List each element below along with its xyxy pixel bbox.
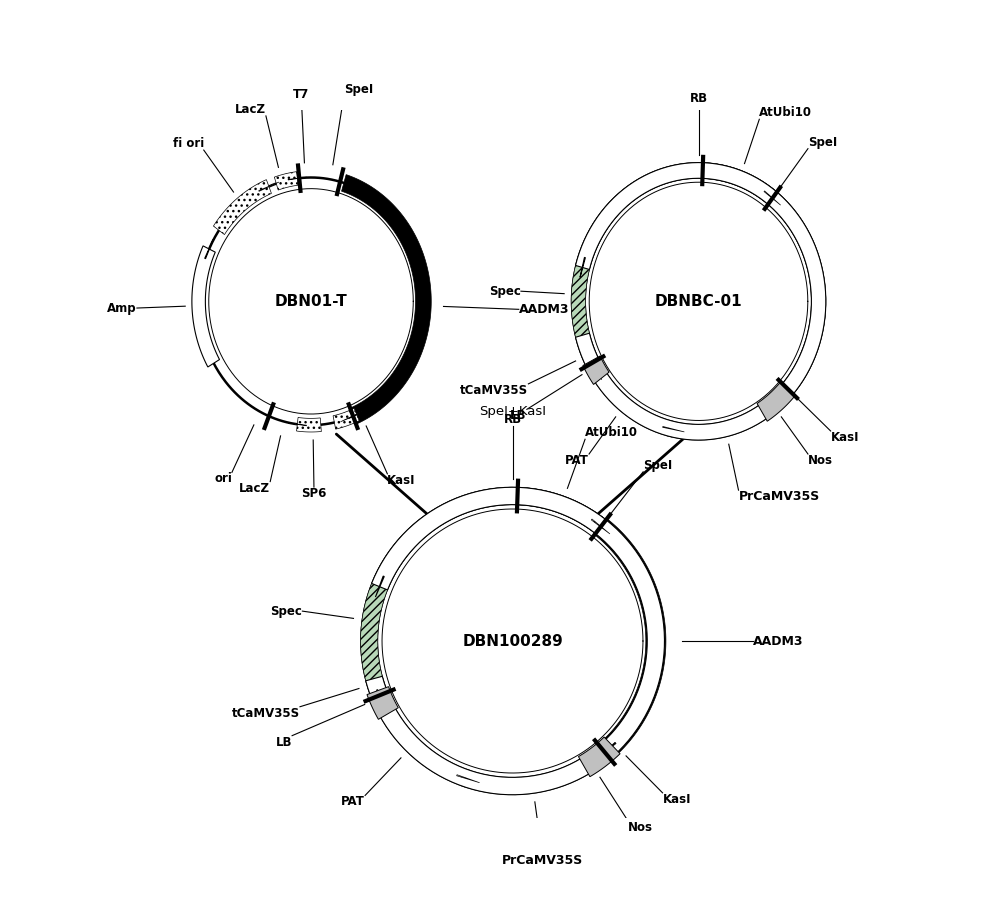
Polygon shape xyxy=(571,163,826,440)
Text: Nos: Nos xyxy=(808,454,833,467)
Text: SpeI+KasI: SpeI+KasI xyxy=(479,404,546,417)
Text: ori: ori xyxy=(214,472,232,485)
Polygon shape xyxy=(594,743,616,761)
Text: AtUbi10: AtUbi10 xyxy=(759,107,812,119)
Polygon shape xyxy=(192,246,220,367)
Text: PAT: PAT xyxy=(341,796,365,809)
Text: SpeI: SpeI xyxy=(344,84,373,96)
Polygon shape xyxy=(274,172,298,190)
Polygon shape xyxy=(578,737,620,777)
Polygon shape xyxy=(757,382,795,421)
Text: KasI: KasI xyxy=(831,431,859,444)
Text: KasI: KasI xyxy=(663,793,691,806)
Polygon shape xyxy=(288,177,307,180)
Text: AADM3: AADM3 xyxy=(753,634,804,648)
Text: T7: T7 xyxy=(293,88,310,101)
Polygon shape xyxy=(457,775,480,783)
Polygon shape xyxy=(576,163,826,440)
Polygon shape xyxy=(367,686,398,720)
Text: AtUbi10: AtUbi10 xyxy=(585,426,638,439)
Text: SpeI: SpeI xyxy=(808,136,837,149)
Text: tCaMV35S: tCaMV35S xyxy=(460,384,528,397)
Text: RB: RB xyxy=(689,92,708,105)
Text: tCaMV35S: tCaMV35S xyxy=(232,707,300,720)
Polygon shape xyxy=(288,423,307,425)
Text: Nos: Nos xyxy=(628,821,653,834)
Text: fi ori: fi ori xyxy=(173,137,204,150)
Polygon shape xyxy=(595,518,666,760)
Polygon shape xyxy=(517,487,606,534)
Polygon shape xyxy=(366,487,664,795)
Polygon shape xyxy=(580,257,585,278)
Text: DBN01-T: DBN01-T xyxy=(275,294,347,309)
Polygon shape xyxy=(591,519,610,534)
Text: PAT: PAT xyxy=(565,454,589,467)
Text: DBNBC-01: DBNBC-01 xyxy=(655,294,742,309)
Polygon shape xyxy=(361,487,664,788)
Polygon shape xyxy=(583,356,609,384)
Polygon shape xyxy=(764,191,781,205)
Text: RB: RB xyxy=(503,414,522,426)
Text: Amp: Amp xyxy=(107,301,137,314)
Polygon shape xyxy=(333,408,359,429)
Text: SpeI: SpeI xyxy=(643,459,672,471)
Text: AADM3: AADM3 xyxy=(519,303,569,316)
Polygon shape xyxy=(591,361,602,380)
Polygon shape xyxy=(341,410,366,422)
Text: SP6: SP6 xyxy=(301,487,327,500)
Text: LB: LB xyxy=(276,736,292,749)
Text: Spec: Spec xyxy=(270,605,302,618)
Polygon shape xyxy=(297,417,321,432)
Text: KasI: KasI xyxy=(387,474,416,487)
Text: PrCaMV35S: PrCaMV35S xyxy=(738,490,820,503)
Text: PrCaMV35S: PrCaMV35S xyxy=(501,854,583,867)
Polygon shape xyxy=(342,175,431,425)
Text: Spec: Spec xyxy=(489,285,521,298)
Polygon shape xyxy=(702,163,777,204)
Text: DBN100289: DBN100289 xyxy=(462,633,563,649)
Polygon shape xyxy=(571,163,826,437)
Polygon shape xyxy=(259,182,279,191)
Polygon shape xyxy=(348,411,365,419)
Polygon shape xyxy=(205,240,213,258)
Polygon shape xyxy=(361,487,664,795)
Polygon shape xyxy=(375,576,384,597)
Text: LacZ: LacZ xyxy=(239,482,270,494)
Polygon shape xyxy=(213,179,271,234)
Polygon shape xyxy=(663,426,684,432)
Polygon shape xyxy=(376,689,386,710)
Text: LB: LB xyxy=(510,409,527,423)
Text: LacZ: LacZ xyxy=(235,103,266,116)
